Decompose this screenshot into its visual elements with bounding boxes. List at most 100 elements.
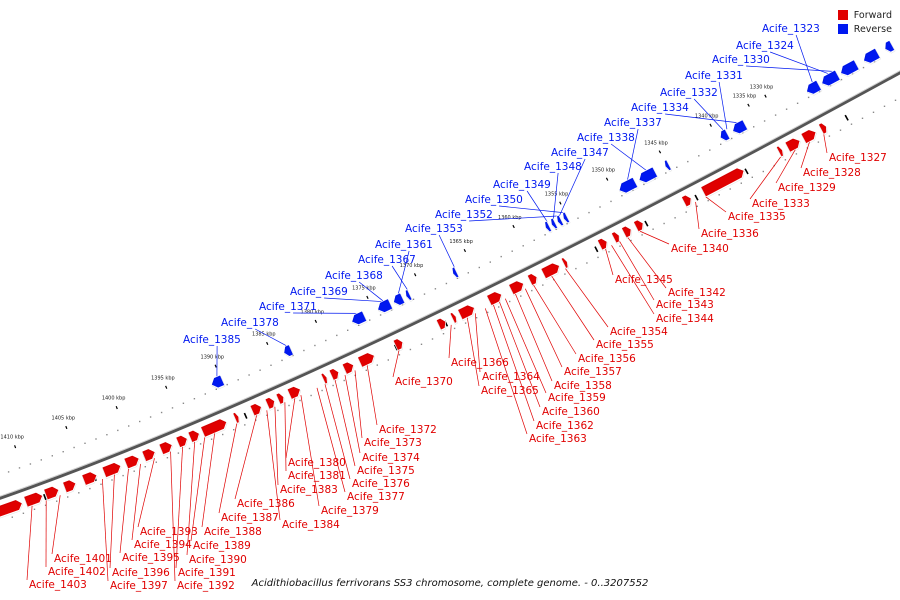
forward-gene-feature[interactable]	[123, 453, 142, 471]
forward-gene-feature[interactable]	[449, 312, 459, 325]
forward-gene-feature[interactable]	[328, 367, 341, 382]
reverse-gene-label[interactable]: Acife_1331	[685, 70, 743, 82]
forward-gene-feature[interactable]	[286, 384, 303, 401]
forward-gene-label[interactable]: Acife_1345	[615, 274, 673, 286]
forward-gene-feature[interactable]	[610, 231, 622, 245]
reverse-gene-feature[interactable]	[282, 344, 295, 359]
forward-gene-feature[interactable]	[540, 261, 563, 280]
forward-gene-label[interactable]: Acife_1363	[529, 433, 587, 445]
forward-gene-label[interactable]: Acife_1364	[482, 371, 540, 383]
forward-gene-feature[interactable]	[23, 491, 45, 509]
forward-gene-label[interactable]: Acife_1335	[728, 211, 786, 223]
forward-gene-feature[interactable]	[141, 447, 158, 463]
forward-gene-label[interactable]: Acife_1388	[204, 526, 262, 538]
reverse-gene-feature[interactable]	[543, 220, 553, 234]
forward-gene-feature[interactable]	[392, 337, 405, 352]
forward-gene-feature[interactable]	[0, 498, 24, 519]
forward-gene-feature[interactable]	[275, 392, 286, 406]
reverse-gene-feature[interactable]	[718, 128, 731, 144]
reverse-gene-label[interactable]: Acife_1338	[577, 132, 635, 144]
forward-gene-label[interactable]: Acife_1333	[752, 198, 810, 210]
forward-gene-feature[interactable]	[457, 303, 478, 321]
reverse-gene-label[interactable]: Acife_1378	[221, 317, 279, 329]
forward-gene-label[interactable]: Acife_1336	[701, 228, 759, 240]
forward-gene-label[interactable]: Acife_1362	[536, 420, 594, 432]
reverse-gene-label[interactable]: Acife_1348	[524, 161, 582, 173]
forward-gene-label[interactable]: Acife_1342	[668, 287, 726, 299]
forward-gene-label[interactable]: Acife_1393	[140, 526, 198, 538]
forward-gene-label[interactable]: Acife_1344	[656, 313, 714, 325]
forward-gene-label[interactable]: Acife_1396	[112, 567, 170, 579]
forward-gene-feature[interactable]	[800, 127, 819, 145]
forward-gene-label[interactable]: Acife_1370	[395, 376, 453, 388]
forward-gene-feature[interactable]	[200, 417, 230, 439]
forward-gene-feature[interactable]	[43, 485, 61, 502]
forward-gene-label[interactable]: Acife_1389	[193, 540, 251, 552]
forward-gene-label[interactable]: Acife_1356	[578, 353, 636, 365]
reverse-gene-label[interactable]: Acife_1324	[736, 40, 794, 52]
reverse-gene-feature[interactable]	[404, 289, 413, 303]
forward-gene-label[interactable]: Acife_1360	[542, 406, 600, 418]
forward-gene-label[interactable]: Acife_1377	[347, 491, 405, 503]
reverse-gene-feature[interactable]	[804, 79, 823, 97]
forward-gene-label[interactable]: Acife_1387	[221, 512, 279, 524]
reverse-gene-label[interactable]: Acife_1353	[405, 223, 463, 235]
reverse-gene-label[interactable]: Acife_1347	[551, 147, 609, 159]
reverse-gene-label[interactable]: Acife_1367	[358, 254, 416, 266]
forward-gene-label[interactable]: Acife_1390	[189, 554, 247, 566]
forward-gene-label[interactable]: Acife_1392	[177, 580, 235, 592]
forward-gene-label[interactable]: Acife_1372	[379, 424, 437, 436]
reverse-gene-label[interactable]: Acife_1332	[660, 87, 718, 99]
forward-gene-feature[interactable]	[817, 122, 829, 136]
reverse-gene-feature[interactable]	[375, 298, 394, 316]
forward-gene-label[interactable]: Acife_1401	[54, 553, 112, 565]
forward-gene-feature[interactable]	[596, 237, 610, 252]
forward-gene-feature[interactable]	[508, 279, 527, 296]
reverse-gene-label[interactable]: Acife_1350	[465, 194, 523, 206]
reverse-gene-label[interactable]: Acife_1349	[493, 179, 551, 191]
forward-gene-feature[interactable]	[357, 351, 378, 369]
forward-gene-label[interactable]: Acife_1366	[451, 357, 509, 369]
forward-gene-label[interactable]: Acife_1359	[548, 392, 606, 404]
reverse-gene-feature[interactable]	[730, 119, 749, 137]
forward-gene-label[interactable]: Acife_1375	[357, 465, 415, 477]
forward-gene-label[interactable]: Acife_1365	[481, 385, 539, 397]
forward-gene-feature[interactable]	[632, 218, 646, 234]
forward-gene-label[interactable]: Acife_1397	[110, 580, 168, 592]
forward-gene-label[interactable]: Acife_1340	[671, 243, 729, 255]
forward-gene-feature[interactable]	[232, 411, 242, 425]
forward-gene-feature[interactable]	[175, 434, 190, 449]
forward-gene-label[interactable]: Acife_1343	[656, 299, 714, 311]
forward-gene-feature[interactable]	[680, 193, 694, 209]
reverse-gene-feature[interactable]	[617, 176, 639, 196]
forward-gene-feature[interactable]	[784, 136, 803, 154]
forward-gene-feature[interactable]	[158, 440, 175, 456]
forward-gene-feature[interactable]	[700, 166, 747, 199]
forward-gene-label[interactable]: Acife_1384	[282, 519, 340, 531]
reverse-gene-feature[interactable]	[861, 47, 882, 66]
reverse-gene-feature[interactable]	[637, 166, 659, 186]
forward-gene-feature[interactable]	[320, 372, 330, 386]
reverse-gene-feature[interactable]	[450, 266, 460, 280]
reverse-gene-label[interactable]: Acife_1385	[183, 334, 241, 346]
reverse-gene-feature[interactable]	[561, 211, 571, 225]
forward-gene-feature[interactable]	[775, 145, 785, 159]
forward-gene-feature[interactable]	[62, 478, 79, 495]
forward-gene-label[interactable]: Acife_1355	[596, 339, 654, 351]
forward-gene-label[interactable]: Acife_1402	[48, 566, 106, 578]
forward-gene-label[interactable]: Acife_1373	[364, 437, 422, 449]
reverse-gene-feature[interactable]	[555, 214, 565, 228]
forward-gene-label[interactable]: Acife_1395	[122, 552, 180, 564]
forward-gene-feature[interactable]	[264, 396, 277, 411]
reverse-gene-label[interactable]: Acife_1334	[631, 102, 689, 114]
reverse-gene-label[interactable]: Acife_1323	[762, 23, 820, 35]
forward-gene-feature[interactable]	[435, 317, 448, 332]
forward-gene-feature[interactable]	[620, 224, 634, 240]
forward-gene-label[interactable]: Acife_1328	[803, 167, 861, 179]
reverse-gene-feature[interactable]	[391, 292, 406, 308]
reverse-gene-label[interactable]: Acife_1330	[712, 54, 770, 66]
forward-gene-feature[interactable]	[249, 402, 264, 418]
forward-gene-label[interactable]: Acife_1403	[29, 579, 87, 591]
reverse-gene-feature[interactable]	[663, 159, 673, 173]
forward-gene-label[interactable]: Acife_1383	[280, 484, 338, 496]
